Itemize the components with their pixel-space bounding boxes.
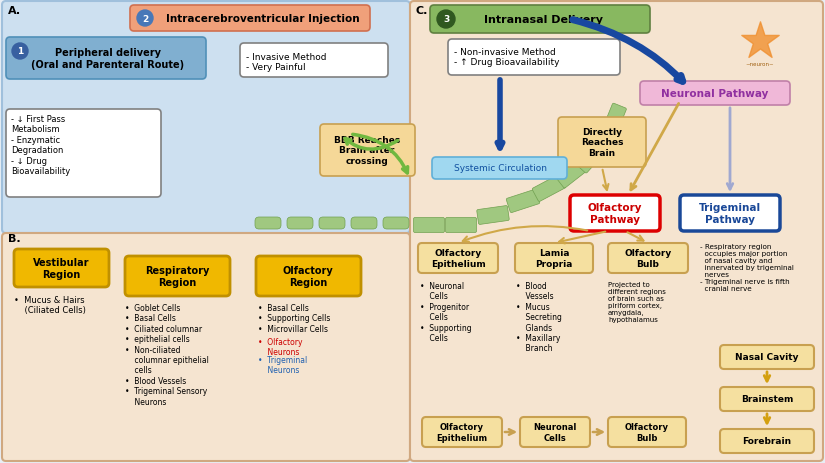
- FancyBboxPatch shape: [556, 159, 588, 188]
- Text: Olfactory
Epithelium: Olfactory Epithelium: [436, 422, 488, 442]
- FancyBboxPatch shape: [591, 123, 619, 156]
- FancyBboxPatch shape: [125, 257, 230, 296]
- FancyBboxPatch shape: [130, 6, 370, 32]
- Text: Respiratory
Region: Respiratory Region: [145, 266, 210, 287]
- FancyBboxPatch shape: [383, 218, 409, 230]
- FancyBboxPatch shape: [432, 158, 567, 180]
- Text: - Respiratory region
  occupies major portion
  of nasal cavity and
  innervated: - Respiratory region occupies major port…: [700, 244, 794, 291]
- Text: Olfactory
Region: Olfactory Region: [283, 266, 333, 287]
- Text: ~neuron~: ~neuron~: [746, 62, 775, 67]
- Text: Nasal Cavity: Nasal Cavity: [735, 353, 799, 362]
- FancyBboxPatch shape: [608, 244, 688, 274]
- Text: 2: 2: [142, 14, 148, 24]
- Text: Projected to
different regions
of brain such as
piriform cortex,
amygdala,
hypot: Projected to different regions of brain …: [608, 282, 666, 322]
- Text: Olfactory
Epithelium: Olfactory Epithelium: [431, 249, 485, 268]
- Text: - Non-invasive Method
- ↑ Drug Bioavailability: - Non-invasive Method - ↑ Drug Bioavaila…: [454, 48, 559, 67]
- Text: Vestibular
Region: Vestibular Region: [33, 257, 89, 279]
- FancyBboxPatch shape: [720, 387, 814, 411]
- Circle shape: [137, 11, 153, 27]
- Text: - Invasive Method
- Very Painful: - Invasive Method - Very Painful: [246, 53, 327, 72]
- FancyBboxPatch shape: [532, 175, 566, 202]
- FancyBboxPatch shape: [515, 244, 593, 274]
- FancyBboxPatch shape: [507, 190, 540, 213]
- FancyBboxPatch shape: [6, 110, 161, 198]
- FancyBboxPatch shape: [422, 417, 502, 447]
- FancyBboxPatch shape: [608, 417, 686, 447]
- FancyBboxPatch shape: [320, 125, 415, 176]
- FancyBboxPatch shape: [601, 104, 626, 138]
- Text: •  Trigeminal
    Neurons: • Trigeminal Neurons: [258, 355, 307, 375]
- Text: 3: 3: [443, 15, 449, 25]
- Circle shape: [12, 44, 28, 60]
- FancyBboxPatch shape: [570, 195, 660, 232]
- FancyBboxPatch shape: [520, 417, 590, 447]
- FancyBboxPatch shape: [477, 206, 509, 225]
- FancyBboxPatch shape: [720, 345, 814, 369]
- Text: Olfactory
Pathway: Olfactory Pathway: [587, 203, 642, 224]
- Point: [753, 38, 766, 46]
- FancyBboxPatch shape: [2, 233, 410, 461]
- FancyBboxPatch shape: [256, 257, 361, 296]
- Text: C.: C.: [416, 6, 428, 16]
- FancyBboxPatch shape: [720, 429, 814, 453]
- Text: Directly
Reaches
Brain: Directly Reaches Brain: [581, 128, 623, 157]
- Text: Intracerebroventricular Injection: Intracerebroventricular Injection: [166, 14, 360, 24]
- FancyBboxPatch shape: [430, 6, 650, 34]
- Text: A.: A.: [8, 6, 21, 16]
- FancyBboxPatch shape: [446, 218, 477, 233]
- Text: Systemic Circulation: Systemic Circulation: [454, 164, 546, 173]
- FancyBboxPatch shape: [558, 118, 646, 168]
- FancyBboxPatch shape: [6, 38, 206, 80]
- Text: Neuronal Pathway: Neuronal Pathway: [662, 89, 769, 99]
- Text: •  Blood
    Vessels
•  Mucus
    Secreting
    Glands
•  Maxillary
    Branch: • Blood Vessels • Mucus Secreting Glands…: [516, 282, 562, 353]
- FancyBboxPatch shape: [640, 82, 790, 106]
- Text: BBB Reaches
Brain after
crossing: BBB Reaches Brain after crossing: [334, 136, 400, 166]
- FancyBboxPatch shape: [319, 218, 345, 230]
- Text: 1: 1: [16, 47, 23, 56]
- FancyBboxPatch shape: [255, 218, 281, 230]
- Text: •  Olfactory
    Neurons: • Olfactory Neurons: [258, 337, 303, 357]
- Text: Peripheral delivery
(Oral and Parenteral Route): Peripheral delivery (Oral and Parenteral…: [31, 48, 185, 69]
- FancyBboxPatch shape: [14, 250, 109, 288]
- Text: Neuronal
Cells: Neuronal Cells: [533, 422, 577, 442]
- FancyBboxPatch shape: [576, 142, 606, 174]
- FancyBboxPatch shape: [410, 2, 823, 461]
- Text: Forebrain: Forebrain: [742, 437, 791, 445]
- FancyBboxPatch shape: [287, 218, 313, 230]
- Text: Lamia
Propria: Lamia Propria: [535, 249, 573, 268]
- Text: •  Neuronal
    Cells
•  Progenitor
    Cells
•  Supporting
    Cells: • Neuronal Cells • Progenitor Cells • Su…: [420, 282, 472, 342]
- Text: Olfactory
Bulb: Olfactory Bulb: [625, 249, 672, 268]
- Text: •  Basal Cells
•  Supporting Cells
•  Microvillar Cells: • Basal Cells • Supporting Cells • Micro…: [258, 303, 330, 333]
- Text: - ↓ First Pass
Metabolism
- Enzymatic
Degradation
- ↓ Drug
Bioavailability: - ↓ First Pass Metabolism - Enzymatic De…: [11, 115, 70, 175]
- Text: Olfactory
Bulb: Olfactory Bulb: [625, 422, 669, 442]
- Text: Intranasal Delivery: Intranasal Delivery: [483, 15, 602, 25]
- Circle shape: [437, 11, 455, 29]
- FancyBboxPatch shape: [418, 244, 498, 274]
- Text: •  Mucus & Hairs
    (Ciliated Cells): • Mucus & Hairs (Ciliated Cells): [14, 295, 86, 315]
- FancyBboxPatch shape: [448, 40, 620, 76]
- Text: Brainstem: Brainstem: [741, 394, 793, 404]
- FancyBboxPatch shape: [680, 195, 780, 232]
- FancyBboxPatch shape: [351, 218, 377, 230]
- Text: B.: B.: [8, 233, 21, 244]
- FancyBboxPatch shape: [240, 44, 388, 78]
- Text: •  Goblet Cells
•  Basal Cells
•  Ciliated columnar
•  epithelial cells
•  Non-c: • Goblet Cells • Basal Cells • Ciliated …: [125, 303, 209, 406]
- FancyBboxPatch shape: [2, 2, 410, 233]
- Text: Trigeminal
Pathway: Trigeminal Pathway: [699, 203, 761, 224]
- FancyBboxPatch shape: [413, 218, 445, 233]
